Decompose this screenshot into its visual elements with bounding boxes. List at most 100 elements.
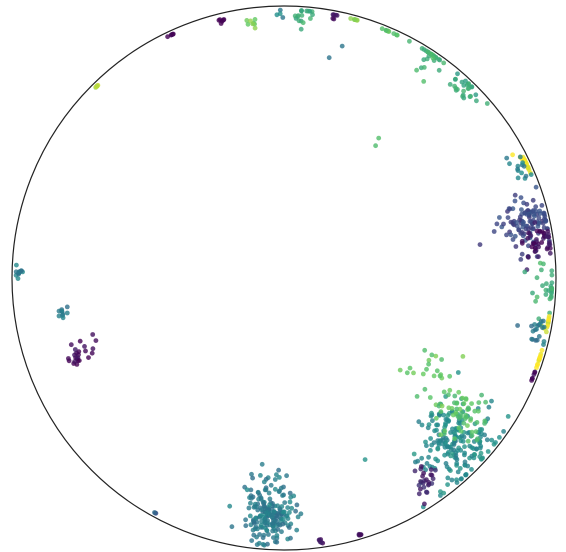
scatter-point xyxy=(544,246,550,252)
scatter-point xyxy=(520,160,525,166)
scatter-point xyxy=(419,464,424,469)
scatter-point xyxy=(294,502,300,508)
scatter-point xyxy=(90,346,96,352)
scatter-point xyxy=(424,366,429,372)
scatter-point xyxy=(449,477,455,483)
scatter-point xyxy=(256,540,262,546)
cluster-left-purple-2 xyxy=(77,332,99,356)
scatter-point xyxy=(540,325,545,331)
scatter-point xyxy=(546,314,552,319)
scatter-point xyxy=(430,476,436,482)
scatter-point xyxy=(431,373,437,379)
cluster-lower-right-green xyxy=(427,387,488,444)
scatter-point xyxy=(298,26,304,32)
cluster-left-purple xyxy=(66,342,91,367)
scatter-point xyxy=(292,13,298,19)
scatter-point xyxy=(532,220,538,226)
scatter-point xyxy=(547,250,553,256)
scatter-point xyxy=(438,372,444,378)
scatter-point xyxy=(456,420,462,426)
scatter-point xyxy=(272,477,278,482)
scatter-point xyxy=(469,401,474,406)
scatter-point xyxy=(549,290,554,296)
scatter-point xyxy=(508,232,514,238)
scatter-point xyxy=(66,356,71,361)
scatter-point xyxy=(455,469,461,475)
scatter-point xyxy=(414,67,419,73)
scatter-point xyxy=(277,7,283,13)
circular-frame xyxy=(11,5,557,551)
scatter-point xyxy=(467,443,473,449)
scatter-point xyxy=(243,523,249,529)
scatter-point xyxy=(486,404,492,410)
cluster-bottom-purple xyxy=(316,537,326,546)
scatter-point xyxy=(429,410,434,416)
scatter-point xyxy=(291,493,297,499)
scatter-point xyxy=(416,419,422,425)
scatter-point xyxy=(253,524,259,530)
scatter-point xyxy=(525,165,531,170)
scatter-point xyxy=(443,461,449,466)
scatter-point xyxy=(520,221,526,227)
scatter-point xyxy=(288,521,294,527)
scatter-point xyxy=(508,219,514,225)
scatter-point xyxy=(428,448,433,453)
scatter-point xyxy=(447,373,453,379)
scatter-point xyxy=(376,135,382,141)
scatter-point xyxy=(441,60,447,66)
scatter-point xyxy=(484,101,490,106)
scatter-point xyxy=(93,338,99,343)
scatter-point xyxy=(477,445,483,451)
scatter-point xyxy=(474,98,479,104)
scatter-point xyxy=(68,342,74,348)
scatter-point xyxy=(442,424,448,430)
cluster-left-yellow xyxy=(93,82,101,90)
scatter-point xyxy=(475,436,480,442)
scatter-point xyxy=(501,429,506,434)
scatter-point xyxy=(463,78,468,84)
scatter-point xyxy=(515,175,521,181)
scatter-point xyxy=(310,12,315,18)
scatter-point xyxy=(457,406,463,412)
scatter-point xyxy=(267,496,273,502)
scatter-point xyxy=(14,262,19,268)
scatter-point xyxy=(445,444,451,450)
scatter-point xyxy=(280,516,286,522)
scatter-point xyxy=(422,386,428,392)
cluster-left-teal-2 xyxy=(56,304,70,321)
scatter-point xyxy=(245,21,251,27)
scatter-point xyxy=(266,532,271,537)
scatter-point xyxy=(445,475,451,481)
scatter-point xyxy=(435,458,441,464)
scatter-point xyxy=(72,359,78,364)
scatter-point xyxy=(447,387,453,393)
scatter-point xyxy=(423,439,428,445)
scatter-point xyxy=(439,357,444,362)
scatter-point xyxy=(530,290,535,296)
scatter-point xyxy=(274,513,280,518)
scatter-point xyxy=(547,296,553,302)
scatter-point xyxy=(525,208,531,213)
scatter-point xyxy=(287,499,293,505)
scatter-point xyxy=(272,486,278,492)
scatter-point xyxy=(479,392,484,398)
scatter-point xyxy=(421,79,427,84)
scatter-point xyxy=(307,8,313,14)
scatter-point xyxy=(452,77,458,82)
scatter-point xyxy=(534,237,539,242)
scatter-point xyxy=(485,449,491,454)
scatter-point xyxy=(504,232,509,238)
scatter-point xyxy=(519,170,524,176)
scatter-point xyxy=(420,371,426,377)
cluster-right-teal xyxy=(504,154,534,181)
scatter-point xyxy=(463,396,469,401)
scatter-point xyxy=(545,234,551,240)
cluster-bottom-teal-sparse xyxy=(244,461,297,533)
scatter-point xyxy=(534,275,540,281)
scatter-point xyxy=(469,429,475,435)
scatter-point xyxy=(482,418,488,424)
scatter-point xyxy=(294,527,300,533)
scatter-point xyxy=(507,161,512,167)
scatter-point xyxy=(262,487,268,493)
